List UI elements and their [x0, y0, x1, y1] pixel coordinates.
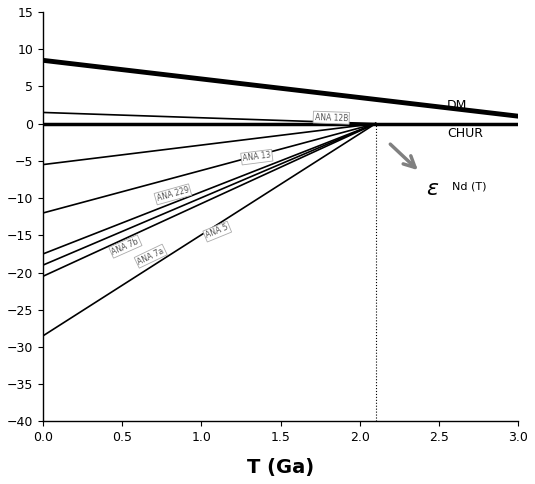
- Text: ANA 7b: ANA 7b: [111, 237, 140, 257]
- Text: ANA 13: ANA 13: [242, 151, 271, 164]
- X-axis label: T (Ga): T (Ga): [247, 458, 314, 477]
- Text: Nd (T): Nd (T): [452, 182, 486, 192]
- Text: CHUR: CHUR: [447, 127, 483, 140]
- Text: DM: DM: [447, 99, 467, 112]
- Text: ANA 7a: ANA 7a: [136, 246, 165, 266]
- Text: ANA 12B: ANA 12B: [315, 113, 348, 123]
- Text: ANA 229: ANA 229: [156, 185, 190, 203]
- Text: $\varepsilon$: $\varepsilon$: [426, 180, 440, 199]
- Text: ANA 5: ANA 5: [205, 223, 230, 240]
